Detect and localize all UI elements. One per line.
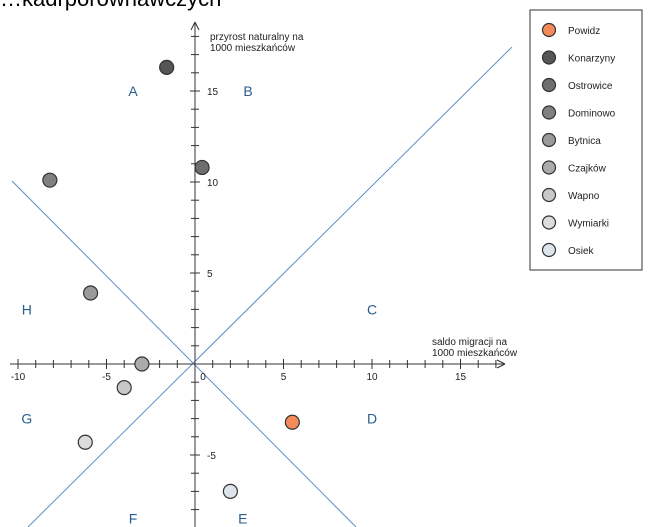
y-tick-label: 10	[207, 178, 219, 189]
x-axis-title-line: 1000 mieszkańców	[432, 348, 518, 359]
legend-label: Bytnica	[568, 136, 601, 147]
point-osiek	[222, 483, 238, 499]
point-czajk-w	[134, 356, 150, 372]
legend-marker	[541, 132, 557, 148]
y-tick-label: 5	[207, 269, 213, 280]
legend-label: Wymiarki	[568, 219, 609, 230]
sector-label-b: B	[243, 83, 252, 99]
x-tick-label: 0	[200, 372, 206, 383]
sector-label-g: G	[21, 411, 32, 427]
legend-label: Ostrowice	[568, 81, 613, 92]
point-wymiarki	[77, 434, 93, 450]
y-tick-label: -5	[207, 451, 216, 462]
y-axis-arrow	[190, 21, 200, 31]
legend-label: Osiek	[568, 246, 595, 257]
axis-ticks	[17, 35, 497, 511]
legend-marker	[541, 187, 557, 203]
legend-marker	[541, 50, 557, 65]
y-axis-title-line: przyrost naturalny na	[210, 32, 304, 43]
point-powidz	[284, 414, 300, 430]
point-bytnica	[82, 285, 99, 301]
sector-divider-lines	[11, 46, 513, 527]
y-axis-title-line: 1000 mieszkańców	[210, 43, 296, 54]
x-axis-title-line: saldo migracji na	[432, 337, 507, 348]
sector-label-h: H	[22, 301, 32, 317]
divider-line-rising	[27, 46, 513, 527]
legend-marker	[541, 105, 557, 120]
legend-marker	[541, 242, 557, 258]
x-axis-arrow	[496, 359, 506, 369]
sector-label-e: E	[238, 511, 247, 527]
legend-label: Konarzyny	[568, 54, 615, 65]
x-tick-label: 15	[455, 372, 467, 383]
sector-label-a: A	[128, 83, 138, 99]
x-tick-label: -10	[11, 372, 26, 383]
data-points	[42, 59, 300, 499]
point-konarzyny	[159, 59, 175, 75]
legend: Powidz Konarzyny Ostrowice Dominowo Bytnica C…	[529, 9, 643, 271]
legend-label: Powidz	[568, 26, 600, 37]
point-dominowo	[42, 172, 58, 188]
point-ostrowice	[194, 159, 210, 176]
legend-marker	[541, 22, 557, 38]
sector-label-f: F	[129, 511, 138, 527]
legend-label: Czajków	[568, 164, 607, 175]
legend-marker	[541, 160, 557, 175]
x-tick-label: 10	[366, 372, 378, 383]
sector-label-c: C	[367, 301, 377, 317]
sector-labels: A B C D E F G H	[21, 83, 377, 527]
axes	[10, 21, 506, 527]
point-wapno	[116, 380, 132, 396]
divider-line-falling	[11, 180, 357, 527]
x-tick-label: 5	[281, 372, 287, 383]
legend-marker	[541, 77, 557, 93]
x-tick-label: -5	[102, 372, 111, 383]
sector-label-d: D	[367, 411, 377, 427]
legend-marker	[541, 215, 557, 230]
axis-tick-labels: -10 -5 0 5 10 15 -5 5 10 15	[11, 87, 467, 462]
legend-label: Dominowo	[568, 109, 616, 120]
page-heading-fragment: …kadrporównawczych	[0, 0, 221, 12]
y-tick-label: 15	[207, 87, 219, 98]
legend-label: Wapno	[568, 191, 600, 202]
